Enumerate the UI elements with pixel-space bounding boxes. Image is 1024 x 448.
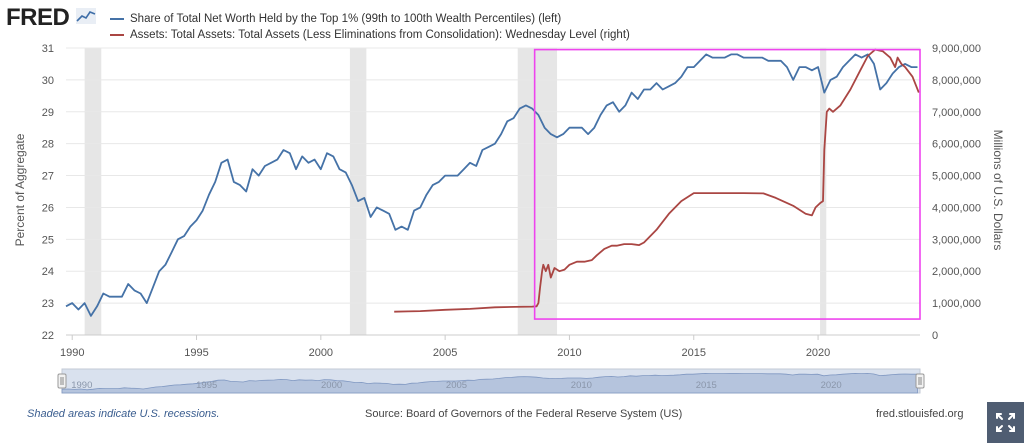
y-left-tick-label: 24 [42, 266, 54, 278]
axis-titles: Percent of Aggregate Millions of U.S. Do… [13, 130, 1005, 251]
y-left-tick-label: 22 [42, 330, 54, 342]
y-right-tick-label: 6,000,000 [932, 139, 981, 151]
x-tick-label: 1995 [184, 347, 208, 359]
recession-band [517, 48, 558, 335]
fred-logo[interactable]: FRED [6, 4, 96, 32]
navigator-label: 2010 [571, 380, 592, 391]
y-right-tick-label: 4,000,000 [932, 202, 981, 214]
y-left-tick-label: 27 [42, 171, 54, 183]
y-right-tick-label: 5,000,000 [932, 171, 981, 183]
legend-swatch [110, 34, 124, 36]
y-right-tick-label: 2,000,000 [932, 266, 981, 278]
legend-label: Share of Total Net Worth Held by the Top… [130, 13, 562, 25]
navigator-label: 2000 [321, 380, 342, 391]
series-line-total-assets[interactable] [394, 48, 920, 313]
legend-item-top1-share[interactable]: Share of Total Net Worth Held by the Top… [110, 11, 630, 27]
navigator-label: 2015 [696, 380, 717, 391]
line-chart-icon [75, 8, 96, 24]
recession-bands [84, 48, 827, 335]
y-left-tick-label: 25 [42, 234, 54, 246]
y-axis-left-title: Percent of Aggregate [13, 133, 27, 246]
y-left-tick-label: 29 [42, 107, 54, 119]
navigator: 1990 1995 2000 2005 2010 2015 2020 [57, 368, 925, 394]
highlight-box-layer [533, 48, 921, 320]
y-right-tick-label: 8,000,000 [932, 75, 981, 87]
navigator-label: 1990 [71, 380, 92, 391]
highlight-box [533, 48, 921, 320]
logo-text: FRED [6, 4, 70, 31]
navigator-label: 2005 [446, 380, 467, 391]
expand-icon [996, 413, 1015, 432]
recession-note: Shaded areas indicate U.S. recessions. [27, 408, 220, 420]
legend-item-total-assets[interactable]: Assets: Total Assets: Total Assets (Less… [110, 27, 630, 43]
chart-legend: Share of Total Net Worth Held by the Top… [110, 11, 630, 43]
y-left-tick-label: 23 [42, 298, 54, 310]
source-note: Source: Board of Governors of the Federa… [365, 408, 683, 420]
y-right-tick-label: 1,000,000 [932, 298, 981, 310]
legend-swatch [110, 18, 124, 20]
legend-label: Assets: Total Assets: Total Assets (Less… [130, 29, 630, 41]
y-left-tick-label: 31 [42, 43, 54, 55]
axes: 22 23 24 25 26 27 28 29 30 31 0 1,000,000 2,000,000 3… [42, 43, 981, 359]
navigator-label: 2020 [821, 380, 842, 391]
navigator-series [61, 372, 918, 394]
y-axis-right-title: Millions of U.S. Dollars [991, 130, 1005, 251]
y-left-tick-label: 28 [42, 139, 54, 151]
y-left-tick-label: 26 [42, 202, 54, 214]
recession-band [349, 48, 367, 335]
recession-band [84, 48, 102, 335]
x-tick-label: 2020 [806, 347, 830, 359]
series-line-top1-share[interactable] [65, 53, 918, 317]
navigator-handle-left[interactable] [57, 373, 67, 389]
x-tick-label: 2010 [557, 347, 581, 359]
y-right-tick-label: 0 [932, 330, 938, 342]
x-tick-label: 2005 [433, 347, 457, 359]
site-url[interactable]: fred.stlouisfed.org [876, 408, 964, 420]
x-tick-label: 2000 [309, 347, 333, 359]
y-right-tick-label: 7,000,000 [932, 107, 981, 119]
y-left-tick-label: 30 [42, 75, 54, 87]
grid-lines [66, 47, 920, 336]
series-lines [65, 48, 920, 317]
x-tick-label: 1990 [60, 347, 84, 359]
navigator-handle-right[interactable] [915, 373, 925, 389]
x-tick-label: 2015 [682, 347, 706, 359]
y-right-tick-label: 3,000,000 [932, 234, 981, 246]
navigator-label: 1995 [196, 380, 217, 391]
fullscreen-button[interactable] [987, 402, 1024, 443]
y-right-tick-label: 9,000,000 [932, 43, 981, 55]
